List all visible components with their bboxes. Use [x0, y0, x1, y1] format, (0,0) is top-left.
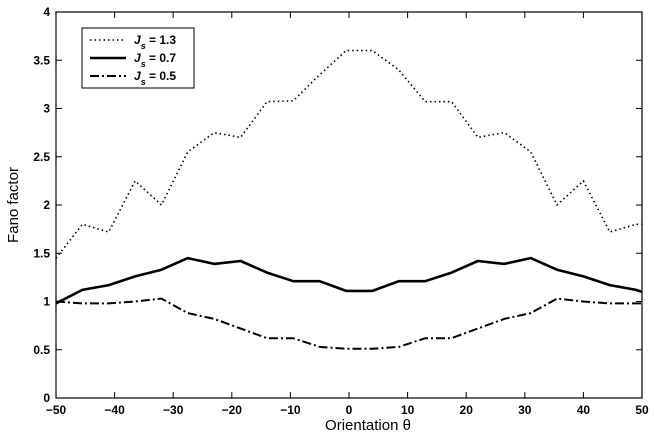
legend-label-1: Js = 1.3 — [134, 33, 176, 51]
series-layer — [55, 49, 643, 350]
y-tick-label: 3.5 — [33, 53, 50, 67]
y-tick-label: 2.5 — [33, 150, 50, 164]
x-axis-label: Orientation θ — [325, 417, 411, 434]
x-tick-label: −50 — [46, 403, 67, 417]
x-tick-label: 40 — [577, 403, 591, 417]
ticks-layer: −50 −40 −30 −20 −10 0 10 20 30 40 50 0 0.5 1 1.5 2 2.5 3 3… — [33, 5, 649, 417]
y-tick-label: 2 — [43, 198, 50, 212]
x-tick-label: −40 — [104, 403, 125, 417]
x-tick-label: −30 — [163, 403, 184, 417]
series-line-1 — [55, 49, 642, 259]
y-tick-label: 0 — [43, 391, 50, 405]
legend-label-3: Js = 0.5 — [134, 69, 176, 87]
x-tick-label: 0 — [346, 403, 353, 417]
x-tick-label: 30 — [518, 403, 532, 417]
y-tick-label: 0.5 — [33, 343, 50, 357]
y-axis-label: Fano factor — [5, 167, 22, 243]
x-tick-label: −10 — [280, 403, 301, 417]
legend: Js = 1.3Js = 0.7Js = 0.5 — [81, 27, 195, 89]
y-tick-label: 3 — [43, 102, 50, 116]
legend-label-2: Js = 0.7 — [134, 51, 176, 69]
series-line-2 — [55, 256, 643, 305]
series-line-3 — [55, 297, 642, 350]
y-tick-label: 1 — [43, 295, 50, 309]
y-tick-label: 1.5 — [33, 246, 50, 260]
y-tick-label: 4 — [43, 5, 50, 19]
x-tick-label: −20 — [222, 403, 243, 417]
x-tick-label: 20 — [460, 403, 474, 417]
x-tick-label: 10 — [401, 403, 415, 417]
x-tick-label: 50 — [635, 403, 649, 417]
